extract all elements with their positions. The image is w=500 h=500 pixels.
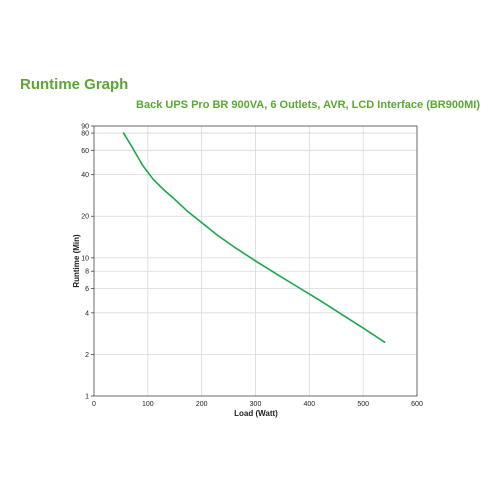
y-tick-label: 8 <box>85 269 89 276</box>
y-axis-title: Runtime (Min) <box>72 234 81 288</box>
x-tick-label: 200 <box>196 401 208 408</box>
y-tick-label: 6 <box>85 286 89 293</box>
series-layer <box>122 132 386 344</box>
x-axis-title: Load (Watt) <box>234 409 278 418</box>
x-tick-label: 400 <box>303 401 315 408</box>
grid-lines <box>94 126 417 396</box>
y-tick-label: 80 <box>81 131 89 138</box>
y-tick-label: 1 <box>85 394 89 401</box>
y-tick-label: 20 <box>81 214 89 221</box>
y-tick-label: 40 <box>81 172 89 179</box>
runtime-curve-line <box>122 132 386 344</box>
y-tick-label: 2 <box>85 352 89 359</box>
y-tick-label: 10 <box>81 255 89 262</box>
y-tick-label: 90 <box>81 124 89 131</box>
chart-title: Back UPS Pro BR 900VA, 6 Outlets, AVR, L… <box>136 99 480 111</box>
y-tick-label: 4 <box>85 310 89 317</box>
y-tick-label: 60 <box>81 148 89 155</box>
x-tick-label: 300 <box>250 401 262 408</box>
plot-frame <box>93 125 418 397</box>
page-title: Runtime Graph <box>20 76 129 93</box>
x-tick-label: 0 <box>92 401 96 408</box>
x-tick-label: 600 <box>411 401 423 408</box>
x-tick-label: 100 <box>142 401 154 408</box>
x-tick-label: 500 <box>357 401 369 408</box>
